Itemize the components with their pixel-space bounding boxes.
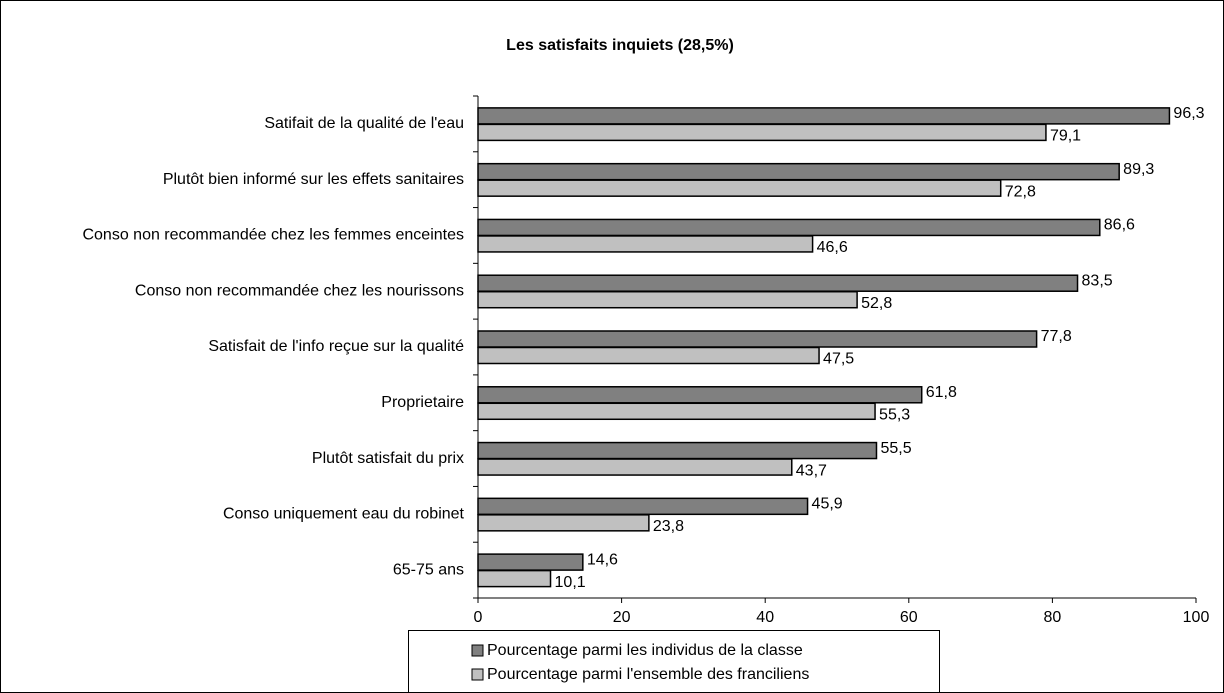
bar <box>477 274 1079 292</box>
y-tick-label: Plutôt satisfait du prix <box>312 450 464 467</box>
bar <box>477 569 552 588</box>
data-label: 10,1 <box>555 574 586 591</box>
data-label: 61,8 <box>926 384 957 401</box>
data-label: 23,8 <box>653 518 684 535</box>
bar <box>477 218 1101 237</box>
bar <box>477 162 1120 181</box>
bar <box>477 553 584 571</box>
x-tick-label: 40 <box>756 609 774 626</box>
bar <box>477 330 1038 348</box>
y-tick-label: Conso non recommandée chez les nourisson… <box>135 282 464 299</box>
data-label: 77,8 <box>1041 328 1072 345</box>
legend-label: Pourcentage parmi l'ensemble des francil… <box>487 666 809 683</box>
data-label: 47,5 <box>823 351 854 368</box>
legend-swatch <box>471 644 484 657</box>
bar <box>477 386 923 404</box>
data-label: 86,6 <box>1104 217 1135 234</box>
data-label: 96,3 <box>1173 105 1204 122</box>
data-label: 72,8 <box>1005 183 1036 200</box>
bar <box>477 179 1002 197</box>
x-tick-label: 20 <box>613 609 631 626</box>
y-tick-label: Plutôt bien informé sur les effets sanit… <box>163 171 464 188</box>
data-label: 52,8 <box>861 295 892 312</box>
data-label: 79,1 <box>1050 128 1081 145</box>
x-tick-label: 0 <box>474 609 483 626</box>
data-label: 14,6 <box>587 551 618 568</box>
bar <box>477 235 814 253</box>
data-label: 55,5 <box>880 440 911 457</box>
chart-title: Les satisfaits inquiets (28,5%) <box>506 37 734 54</box>
data-label: 89,3 <box>1123 161 1154 178</box>
data-label: 45,9 <box>812 496 843 513</box>
y-tick-label: Proprietaire <box>381 394 464 411</box>
bar <box>477 441 878 460</box>
y-tick-label: Conso non recommandée chez les femmes en… <box>82 227 464 244</box>
bar <box>477 497 809 516</box>
y-tick-label: Conso uniquement eau du robinet <box>223 506 465 523</box>
data-label: 46,6 <box>817 239 848 256</box>
x-tick-label: 80 <box>1044 609 1062 626</box>
legend-label: Pourcentage parmi les individus de la cl… <box>487 642 803 659</box>
legend-box <box>408 630 940 693</box>
bar <box>477 458 793 476</box>
bar <box>477 123 1047 142</box>
y-tick-label: 65-75 ans <box>393 561 464 578</box>
bar <box>477 290 858 309</box>
data-label: 55,3 <box>879 406 910 423</box>
bar <box>477 107 1171 125</box>
y-tick-label: Satifait de la qualité de l'eau <box>264 115 464 132</box>
x-tick-label: 60 <box>900 609 918 626</box>
legend-swatch <box>471 668 484 681</box>
data-label: 43,7 <box>796 462 827 479</box>
bar <box>477 514 650 532</box>
x-tick-label: 100 <box>1183 609 1210 626</box>
bar <box>477 402 876 421</box>
data-label: 83,5 <box>1082 272 1113 289</box>
y-tick-label: Satisfait de l'info reçue sur la qualité <box>208 338 464 355</box>
bar <box>477 346 820 365</box>
